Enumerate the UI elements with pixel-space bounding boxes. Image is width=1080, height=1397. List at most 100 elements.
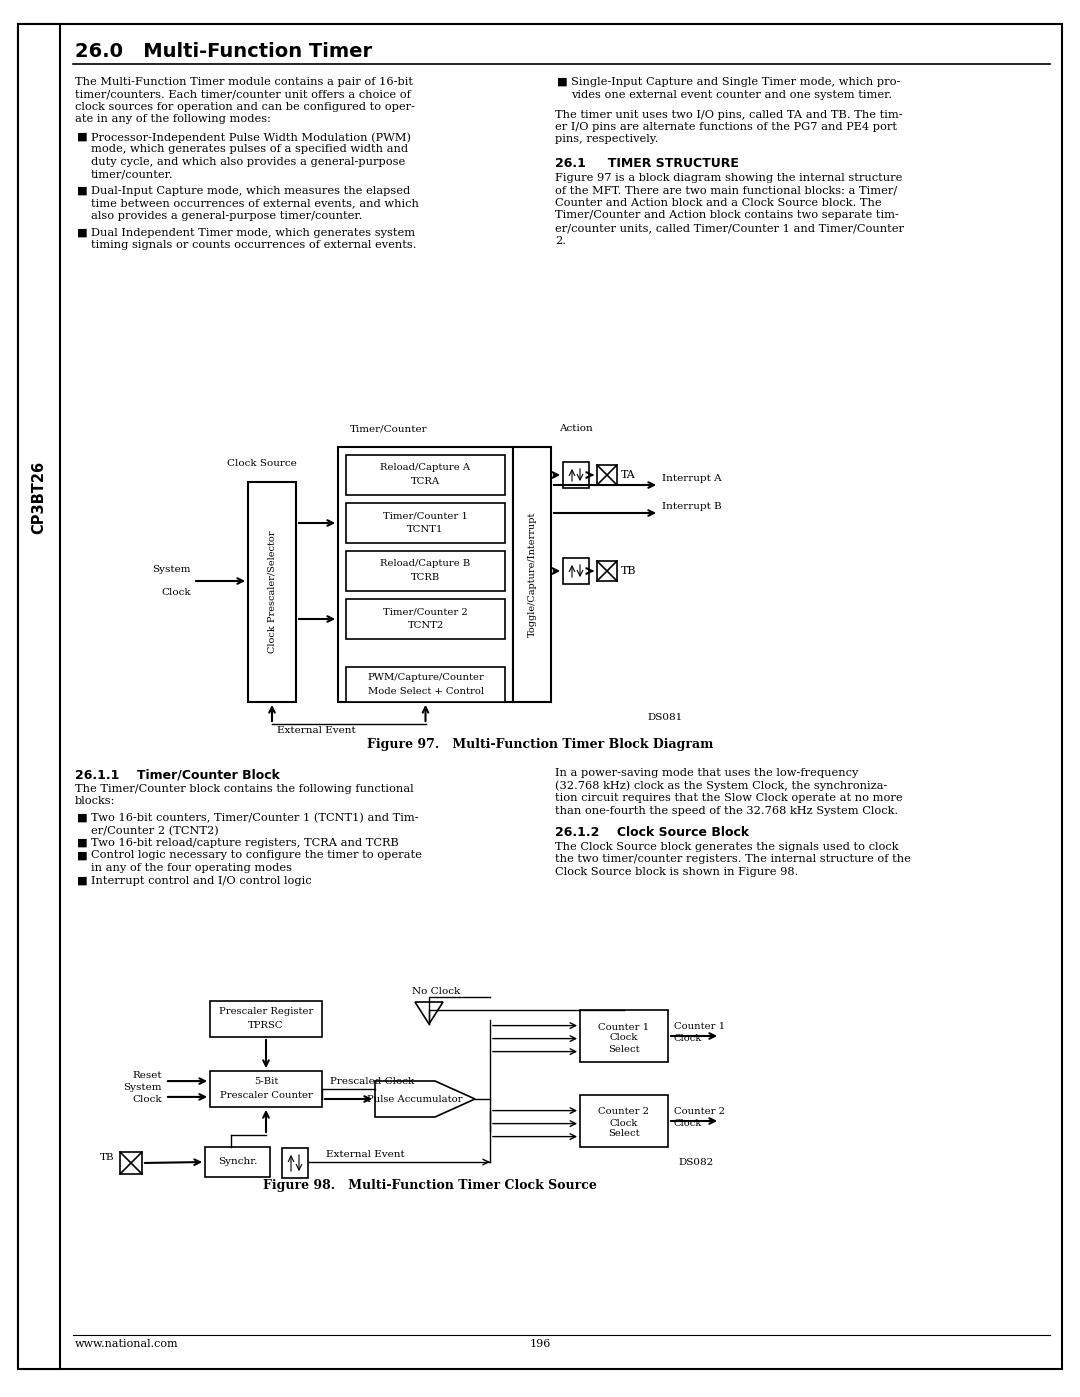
Text: TB: TB [100, 1153, 114, 1161]
Text: The timer unit uses two I/O pins, called TA and TB. The tim-: The timer unit uses two I/O pins, called… [555, 109, 903, 120]
Bar [597, 562, 617, 581]
Text: External Event: External Event [276, 726, 355, 735]
Text: System: System [123, 1083, 162, 1092]
Bar [597, 465, 617, 485]
Text: ■: ■ [557, 77, 568, 87]
Text: Single-Input Capture and Single Timer mode, which pro-: Single-Input Capture and Single Timer mo… [571, 77, 901, 87]
Text: PWM/Capture/Counter: PWM/Capture/Counter [367, 673, 484, 682]
Text: 26.1.1    Timer/Counter Block: 26.1.1 Timer/Counter Block [75, 768, 280, 781]
Text: er/counter units, called Timer/Counter 1 and Timer/Counter: er/counter units, called Timer/Counter 1… [555, 224, 904, 233]
Text: TA: TA [621, 469, 636, 481]
Text: 26.1.2    Clock Source Block: 26.1.2 Clock Source Block [555, 826, 750, 840]
Bar [338, 447, 513, 703]
Text: TCRB: TCRB [410, 574, 441, 583]
Text: vides one external event counter and one system timer.: vides one external event counter and one… [571, 89, 892, 99]
Bar [205, 1147, 270, 1178]
Text: Select: Select [608, 1045, 639, 1053]
Text: Toggle/Capture/Interrupt: Toggle/Capture/Interrupt [527, 511, 537, 637]
Text: Counter 2: Counter 2 [674, 1106, 725, 1116]
Bar [282, 1148, 308, 1178]
Text: TCNT2: TCNT2 [407, 622, 444, 630]
Text: TB: TB [621, 566, 636, 576]
Text: pins, respectively.: pins, respectively. [555, 134, 659, 144]
Text: the two timer/counter registers. The internal structure of the: the two timer/counter registers. The int… [555, 855, 910, 865]
Text: Reload/Capture A: Reload/Capture A [380, 464, 471, 472]
Text: Figure 97 is a block diagram showing the internal structure: Figure 97 is a block diagram showing the… [555, 173, 903, 183]
Text: Synchr.: Synchr. [218, 1158, 257, 1166]
Text: Counter 1: Counter 1 [598, 1023, 649, 1031]
Text: ■: ■ [77, 228, 87, 237]
Text: Figure 97.   Multi-Function Timer Block Diagram: Figure 97. Multi-Function Timer Block Di… [367, 738, 713, 752]
Text: Clock: Clock [133, 1095, 162, 1104]
Text: The Clock Source block generates the signals used to clock: The Clock Source block generates the sig… [555, 842, 899, 852]
Text: Reload/Capture B: Reload/Capture B [380, 560, 471, 569]
Text: ■: ■ [77, 851, 87, 861]
Text: Counter 2: Counter 2 [598, 1108, 649, 1116]
Text: Reset: Reset [133, 1071, 162, 1080]
Bar [580, 1095, 669, 1147]
Text: Figure 98.   Multi-Function Timer Clock Source: Figure 98. Multi-Function Timer Clock So… [264, 1179, 597, 1192]
Text: blocks:: blocks: [75, 796, 116, 806]
Bar [248, 482, 296, 703]
Bar [346, 455, 505, 495]
Text: timing signals or counts occurrences of external events.: timing signals or counts occurrences of … [91, 240, 417, 250]
Text: Timer/Counter and Action block contains two separate tim-: Timer/Counter and Action block contains … [555, 211, 899, 221]
Text: The Timer/Counter block contains the following functional: The Timer/Counter block contains the fol… [75, 784, 414, 793]
Text: External Event: External Event [326, 1150, 405, 1160]
Text: tion circuit requires that the Slow Clock operate at no more: tion circuit requires that the Slow Cloc… [555, 793, 903, 803]
Text: 5-Bit: 5-Bit [254, 1077, 279, 1087]
Text: Clock: Clock [610, 1119, 638, 1127]
Bar [513, 447, 551, 703]
Text: Clock: Clock [674, 1119, 702, 1127]
Text: Two 16-bit reload/capture registers, TCRA and TCRB: Two 16-bit reload/capture registers, TCR… [91, 838, 399, 848]
Text: TCNT1: TCNT1 [407, 525, 444, 535]
Text: than one-fourth the speed of the 32.768 kHz System Clock.: than one-fourth the speed of the 32.768 … [555, 806, 899, 816]
Text: Prescaled Clock: Prescaled Clock [330, 1077, 415, 1085]
Text: DS081: DS081 [647, 712, 683, 722]
Text: Clock: Clock [610, 1034, 638, 1042]
Text: time between occurrences of external events, and which: time between occurrences of external eve… [91, 198, 419, 208]
Polygon shape [375, 1081, 475, 1118]
Text: timer/counter.: timer/counter. [91, 169, 174, 179]
Text: mode, which generates pulses of a specified width and: mode, which generates pulses of a specif… [91, 144, 408, 155]
Text: also provides a general-purpose timer/counter.: also provides a general-purpose timer/co… [91, 211, 363, 221]
Text: of the MFT. There are two main functional blocks: a Timer/: of the MFT. There are two main functiona… [555, 186, 897, 196]
Text: Timer/Counter 1: Timer/Counter 1 [383, 511, 468, 521]
Text: System: System [152, 564, 191, 574]
Text: ate in any of the following modes:: ate in any of the following modes: [75, 115, 271, 124]
Text: Dual-Input Capture mode, which measures the elapsed: Dual-Input Capture mode, which measures … [91, 186, 410, 196]
Text: In a power-saving mode that uses the low-frequency: In a power-saving mode that uses the low… [555, 768, 859, 778]
Text: Action: Action [559, 425, 593, 433]
Text: Clock Source block is shown in Figure 98.: Clock Source block is shown in Figure 98… [555, 868, 798, 877]
Text: Pulse Accumulator: Pulse Accumulator [367, 1094, 462, 1104]
Bar [120, 1153, 141, 1173]
Text: ■: ■ [77, 876, 87, 886]
Text: 26.1     TIMER STRUCTURE: 26.1 TIMER STRUCTURE [555, 156, 739, 170]
Text: Clock: Clock [674, 1034, 702, 1044]
Bar [346, 503, 505, 543]
Text: timer/counters. Each timer/counter unit offers a choice of: timer/counters. Each timer/counter unit … [75, 89, 410, 99]
Text: Interrupt control and I/O control logic: Interrupt control and I/O control logic [91, 876, 312, 886]
Bar [346, 666, 505, 703]
Text: 26.0   Multi-Function Timer: 26.0 Multi-Function Timer [75, 42, 373, 61]
Text: Processor-Independent Pulse Width Modulation (PWM): Processor-Independent Pulse Width Modula… [91, 131, 411, 142]
Text: ■: ■ [77, 186, 87, 196]
Text: Prescaler Counter: Prescaler Counter [219, 1091, 312, 1101]
Text: Timer/Counter 2: Timer/Counter 2 [383, 608, 468, 616]
Text: ■: ■ [77, 131, 87, 142]
Text: clock sources for operation and can be configured to oper-: clock sources for operation and can be c… [75, 102, 415, 112]
Text: The Multi-Function Timer module contains a pair of 16-bit: The Multi-Function Timer module contains… [75, 77, 413, 87]
Text: Control logic necessary to configure the timer to operate: Control logic necessary to configure the… [91, 851, 422, 861]
Bar [580, 1010, 669, 1062]
Text: ■: ■ [77, 838, 87, 848]
Text: Mode Select + Control: Mode Select + Control [367, 687, 484, 696]
Text: (32.768 kHz) clock as the System Clock, the synchroniza-: (32.768 kHz) clock as the System Clock, … [555, 781, 888, 791]
Text: DS082: DS082 [678, 1158, 713, 1166]
Text: Prescaler Register: Prescaler Register [219, 1007, 313, 1017]
Text: TPRSC: TPRSC [248, 1021, 284, 1031]
Text: TCRA: TCRA [410, 478, 440, 486]
Text: Interrupt A: Interrupt A [662, 474, 721, 483]
Text: No Clock: No Clock [411, 988, 460, 996]
Bar [563, 557, 589, 584]
Text: Counter and Action block and a Clock Source block. The: Counter and Action block and a Clock Sou… [555, 198, 881, 208]
